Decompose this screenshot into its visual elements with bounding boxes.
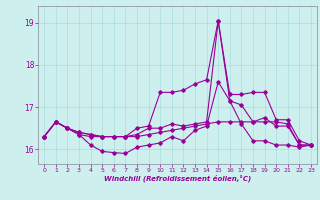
X-axis label: Windchill (Refroidissement éolien,°C): Windchill (Refroidissement éolien,°C) <box>104 175 251 182</box>
